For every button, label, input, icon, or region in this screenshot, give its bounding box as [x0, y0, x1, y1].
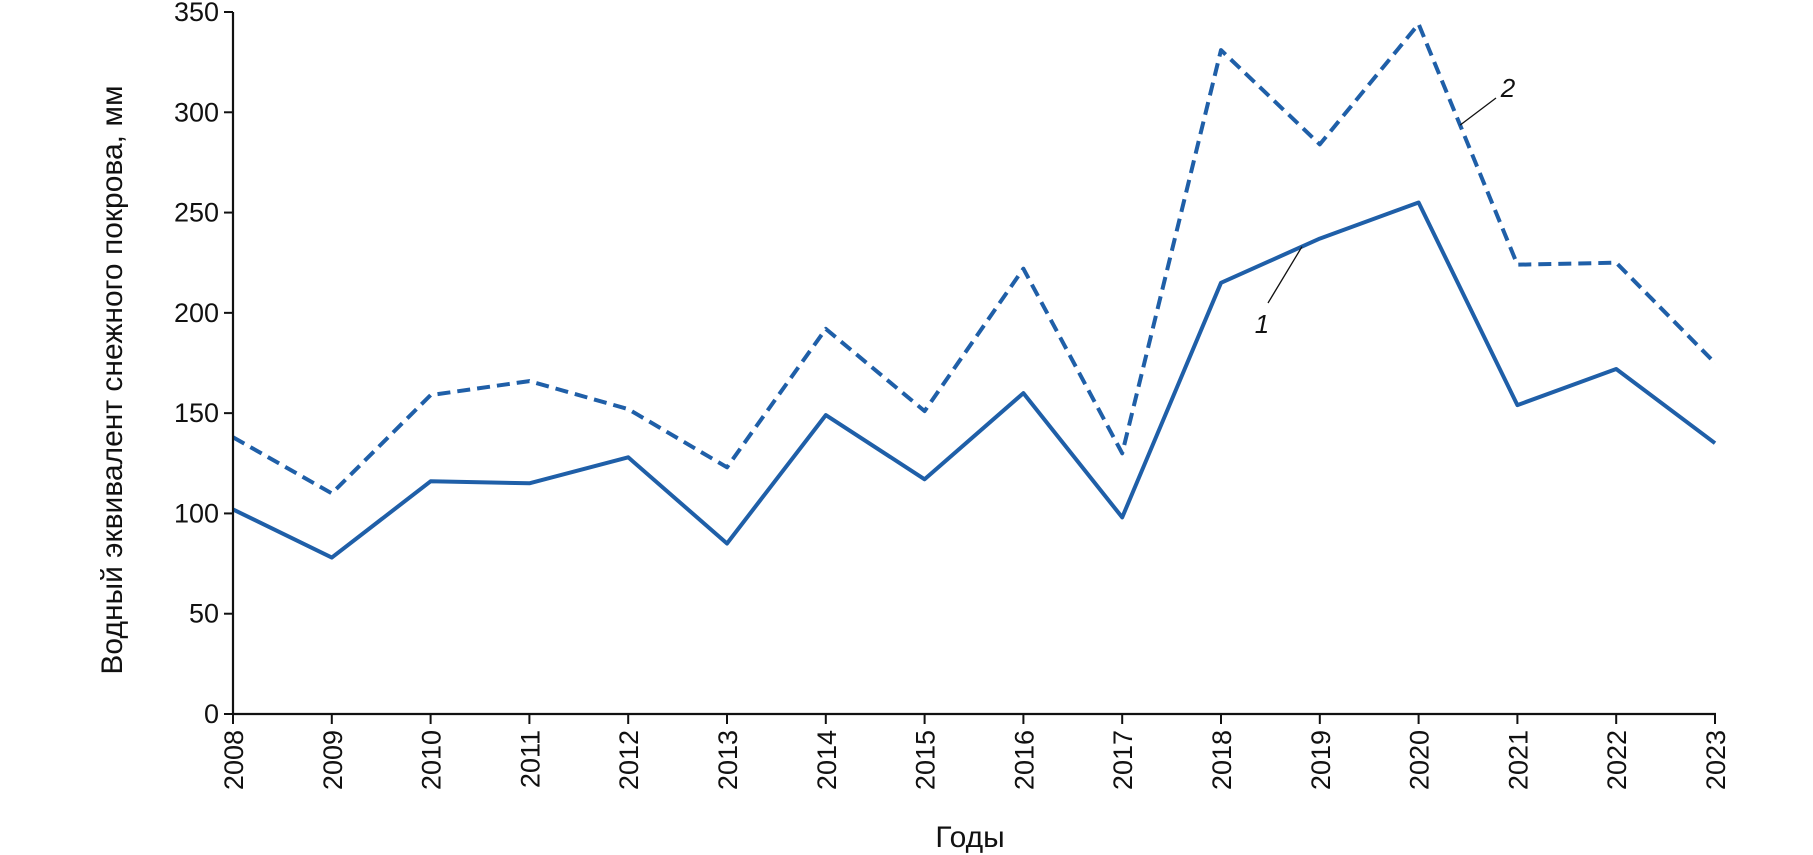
y-tick-label: 250 [174, 198, 219, 228]
x-tick-label: 2018 [1207, 730, 1237, 790]
y-tick-label: 150 [174, 398, 219, 428]
x-tick-label: 2011 [515, 730, 545, 788]
y-axis-title: Водный эквивалент снежного покрова, мм [96, 85, 129, 674]
series-2-leader-line [1459, 97, 1497, 126]
series-label-1: 1 [1255, 309, 1269, 339]
series-layer [232, 22, 1717, 560]
y-tick-label: 200 [174, 298, 219, 328]
axes-layer [224, 11, 1716, 724]
labels-layer: 0 50 100 150 200 250 300 350 2008 2009 2010 2011 201… [174, 0, 1731, 790]
x-tick-label: 2020 [1405, 730, 1435, 790]
x-tick-label: 2016 [1009, 730, 1039, 790]
y-tick-label: 50 [189, 599, 219, 629]
series-line-1 [232, 200, 1717, 560]
x-tick-label: 2021 [1503, 730, 1533, 790]
x-tick-label: 2014 [812, 730, 842, 790]
y-tick-label: 300 [174, 97, 219, 127]
series-line-2 [232, 22, 1717, 496]
x-tick-label: 2010 [417, 730, 447, 790]
series-label-2: 2 [1500, 73, 1516, 103]
y-tick-label: 0 [204, 699, 219, 729]
x-axis-title: Годы [935, 821, 1004, 854]
y-tick-label: 350 [174, 0, 219, 27]
x-tick-label: 2012 [614, 730, 644, 790]
x-tick-label: 2015 [911, 730, 941, 790]
y-tick-label: 100 [174, 498, 219, 528]
x-tick-label: 2023 [1701, 730, 1731, 790]
x-tick-label: 2019 [1306, 730, 1336, 790]
x-tick-label: 2009 [318, 730, 348, 790]
x-tick-label: 2008 [219, 730, 249, 790]
series-1-leader-line [1267, 246, 1303, 304]
x-tick-label: 2013 [713, 730, 743, 790]
x-tick-label: 2017 [1108, 730, 1138, 790]
x-tick-label: 2022 [1602, 730, 1632, 790]
